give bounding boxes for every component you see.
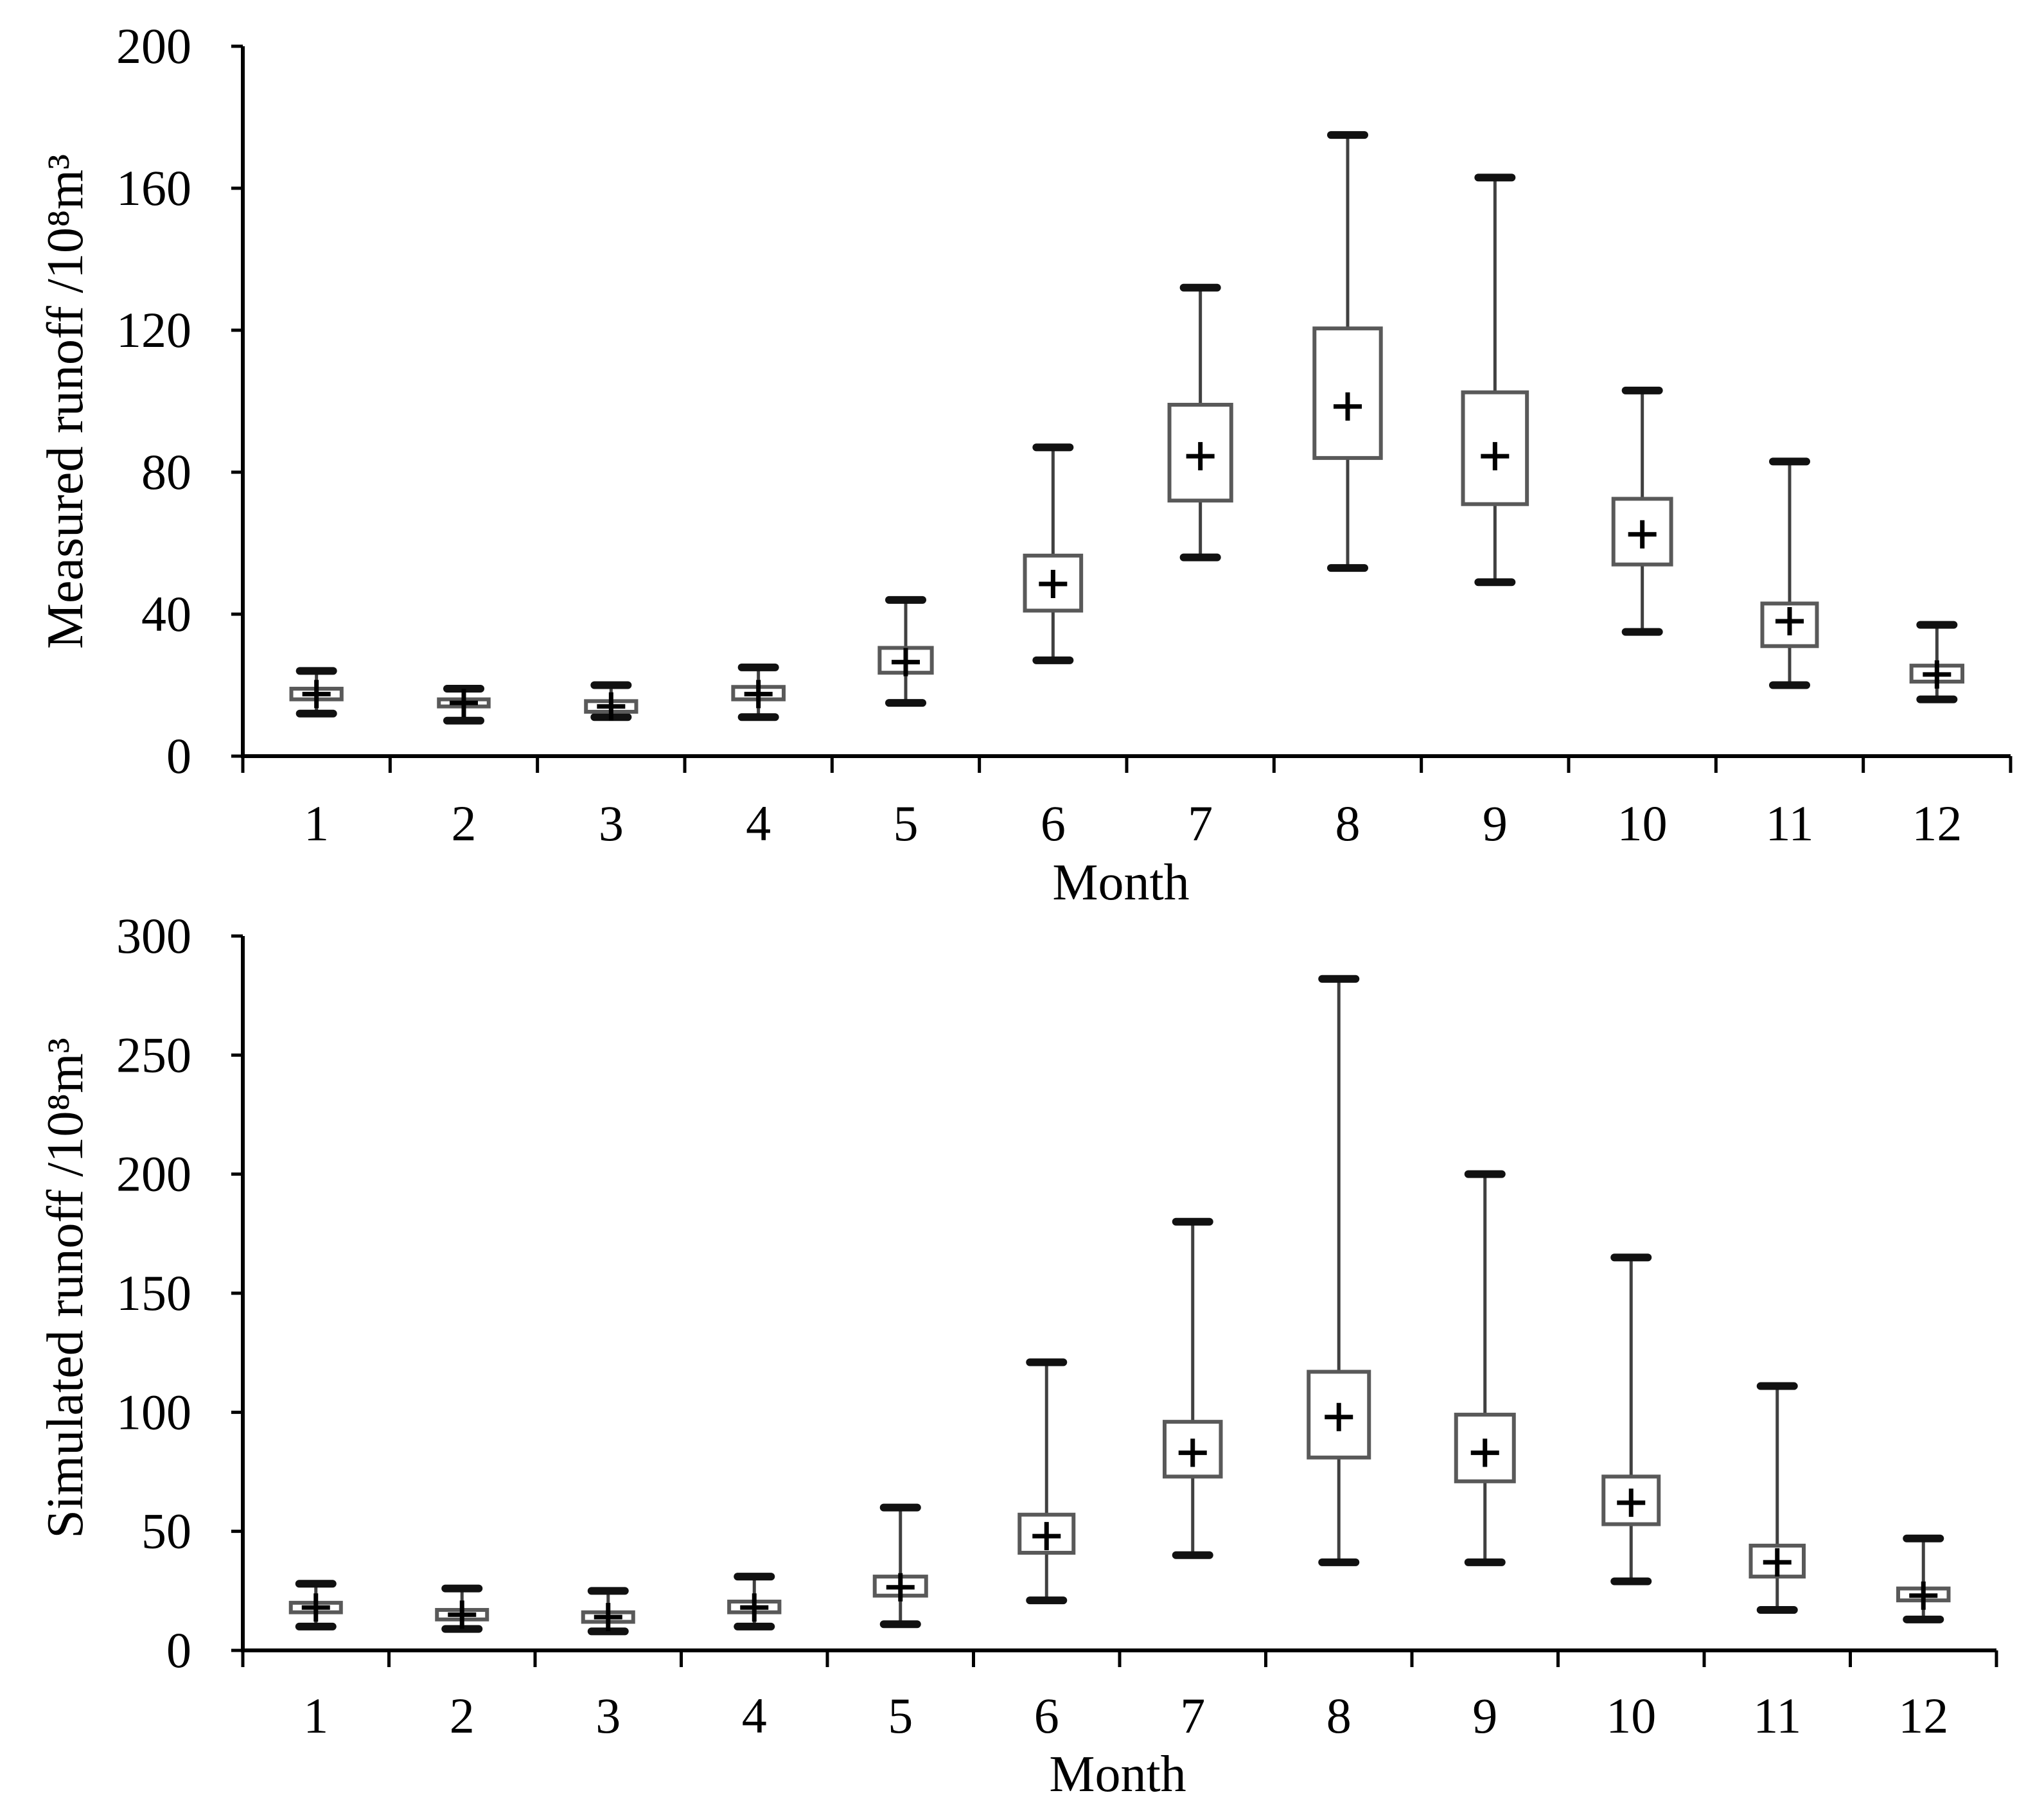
x-tick-label: 3: [595, 1688, 621, 1744]
x-tick-label: 9: [1472, 1688, 1497, 1744]
x-tick-label: 6: [1034, 1688, 1059, 1744]
x-tick-label: 7: [1188, 795, 1213, 851]
x-tick-label: 2: [450, 1688, 475, 1744]
y-tick-label: 50: [141, 1503, 191, 1559]
box-series: [288, 975, 1951, 1636]
y-tick-label: 250: [116, 1027, 191, 1082]
x-axis-ticks: 1 2 3 4 5 6 7 8 9 10 11 12: [241, 756, 2013, 851]
x-axis-ticks: 1 2 3 4 5 6 7 8 9 10 11 12: [241, 1650, 1998, 1744]
x-tick-label: 12: [1898, 1688, 1948, 1744]
x-tick-label: 4: [742, 1688, 767, 1744]
x-tick-label: 5: [888, 1688, 913, 1744]
x-tick-label: 3: [599, 795, 624, 851]
x-axis-title: Month: [1052, 854, 1189, 911]
box-series: [289, 131, 1965, 725]
y-tick-label: 200: [116, 1146, 191, 1202]
x-tick-label: 6: [1041, 795, 1066, 851]
x-tick-label: 8: [1326, 1688, 1352, 1744]
y-tick-label: 200: [116, 18, 191, 74]
y-tick-label: 0: [166, 1622, 191, 1678]
y-axis-ticks: 0 50 100 150 200 250 300: [116, 908, 243, 1678]
x-tick-label: 9: [1483, 795, 1508, 851]
y-tick-label: 80: [141, 444, 191, 500]
y-tick-label: 120: [116, 302, 191, 358]
x-tick-label: 8: [1335, 795, 1361, 851]
x-tick-label: 2: [452, 795, 477, 851]
x-tick-label: 7: [1180, 1688, 1205, 1744]
x-tick-label: 10: [1617, 795, 1668, 851]
y-tick-label: 0: [166, 728, 191, 784]
x-tick-label: 12: [1912, 795, 1962, 851]
y-tick-label: 150: [116, 1265, 191, 1321]
y-axis-title: Simulated runoff /10⁸m³: [37, 1038, 94, 1538]
x-tick-label: 11: [1765, 795, 1813, 851]
x-tick-label: 4: [746, 795, 771, 851]
x-axis-title: Month: [1049, 1746, 1186, 1803]
x-tick-label: 11: [1753, 1688, 1801, 1744]
x-tick-label: 10: [1606, 1688, 1656, 1744]
x-tick-label: 1: [303, 1688, 328, 1744]
y-axis-title: Measured runoff /10⁸m³: [37, 154, 94, 649]
y-tick-label: 300: [116, 908, 191, 964]
x-tick-label: 5: [894, 795, 919, 851]
y-tick-label: 100: [116, 1384, 191, 1440]
y-tick-label: 40: [141, 586, 191, 642]
y-tick-label: 160: [116, 160, 191, 216]
x-tick-label: 1: [304, 795, 329, 851]
y-axis-ticks: 0 40 80 120 160 200: [116, 18, 243, 784]
